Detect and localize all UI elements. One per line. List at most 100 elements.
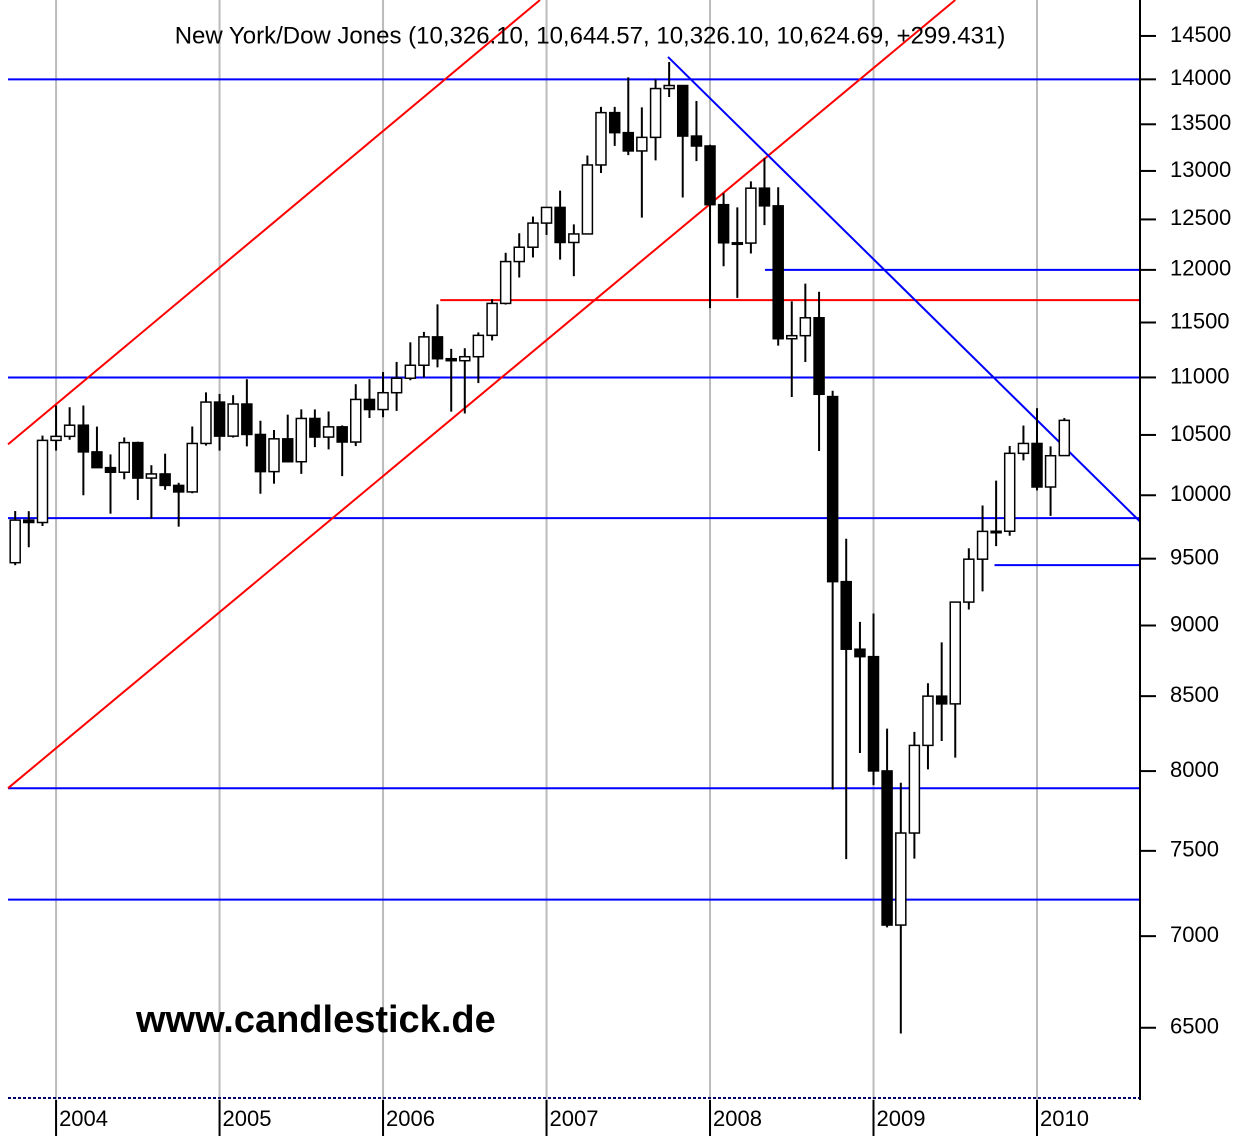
candle-body <box>786 334 798 340</box>
candle-body <box>676 84 689 137</box>
candle-body <box>772 205 784 340</box>
candle-body <box>227 403 239 437</box>
candle-body <box>527 222 539 248</box>
candle-body <box>118 441 130 473</box>
candle-body <box>63 424 76 438</box>
candle-body <box>322 426 335 438</box>
candle-body <box>390 377 403 394</box>
y-tick-label: 9000 <box>1170 611 1219 636</box>
watermark: www.candlestick.de <box>135 999 496 1041</box>
candle-body <box>922 695 934 747</box>
candle-body <box>663 84 675 90</box>
candle-body <box>554 206 566 244</box>
candle-body <box>377 391 389 411</box>
candle-body <box>881 770 893 926</box>
y-tick-label: 7500 <box>1170 837 1219 862</box>
candle-body <box>200 401 212 445</box>
candle-body <box>309 417 321 438</box>
candle-body <box>867 655 880 772</box>
line-layer <box>7 0 1141 901</box>
y-tick-label: 10000 <box>1170 481 1231 506</box>
candle-body <box>145 473 158 479</box>
candle-body <box>854 648 866 658</box>
candle-body <box>213 401 226 437</box>
y-tick-label: 14000 <box>1170 65 1231 90</box>
candle-body <box>459 355 471 362</box>
candle-body <box>254 433 267 473</box>
candle-body <box>77 424 90 453</box>
candle-body <box>976 530 989 560</box>
candle-body <box>50 435 62 442</box>
y-tick-label: 6500 <box>1170 1014 1219 1039</box>
candle-body <box>23 519 35 524</box>
y-tick-label: 7000 <box>1170 922 1219 947</box>
y-tick-label: 12000 <box>1170 256 1231 281</box>
y-tick-label: 12500 <box>1170 205 1231 230</box>
candle-body <box>840 580 852 650</box>
y-tick-label: 8000 <box>1170 757 1219 782</box>
candle-body <box>295 417 308 463</box>
candle-body <box>36 439 49 524</box>
candle-body <box>268 438 280 473</box>
candle-body <box>758 187 771 207</box>
candle-body <box>104 466 117 473</box>
candle-body <box>132 441 144 479</box>
candle-body <box>241 403 253 436</box>
candle-body <box>608 111 621 134</box>
x-tick-label: 2006 <box>386 1106 435 1131</box>
y-tick-label: 10500 <box>1170 421 1231 446</box>
y-tick-label: 13500 <box>1170 110 1231 135</box>
candle-body <box>172 484 185 493</box>
candle-body <box>1017 442 1030 455</box>
candle-body <box>540 206 553 224</box>
x-tick-label: 2009 <box>877 1106 926 1131</box>
x-tick-label: 2005 <box>223 1106 272 1131</box>
candle-body <box>581 164 594 235</box>
y-tick-label: 13000 <box>1170 157 1231 182</box>
x-tick-label: 2010 <box>1040 1106 1089 1131</box>
chart-title: New York/Dow Jones (10,326.10, 10,644.57… <box>175 22 1006 49</box>
candle-body <box>568 233 580 244</box>
candle-body <box>690 135 703 147</box>
y-tick-label: 14500 <box>1170 22 1231 47</box>
candle-body <box>704 145 716 206</box>
candle-body <box>363 398 376 411</box>
trend-line <box>7 0 956 789</box>
axis-layer: 2004 2005 2006 2007 2008 2009 2010 6500 7000 7500… <box>8 0 1231 1136</box>
candle-body <box>418 336 430 367</box>
candle-body <box>472 334 485 358</box>
candle-body <box>1044 454 1057 488</box>
candle-body <box>908 744 921 834</box>
candle-body <box>731 242 744 246</box>
candle-body <box>1003 452 1016 533</box>
candle-body <box>445 357 457 362</box>
candle-body <box>281 438 294 463</box>
candle-body <box>513 246 525 263</box>
candle-body <box>1031 442 1043 488</box>
candle-body <box>595 111 607 166</box>
candle-body <box>717 203 730 244</box>
candle-body <box>826 395 839 583</box>
x-tick-label: 2004 <box>59 1106 108 1131</box>
candle-body <box>499 260 512 305</box>
candle-body <box>486 302 498 337</box>
candle-body <box>431 336 444 360</box>
candle-body <box>404 364 417 379</box>
x-tick-label: 2008 <box>713 1106 762 1131</box>
y-tick-label: 11000 <box>1170 363 1230 388</box>
candle-body <box>91 451 103 469</box>
candle-body <box>636 136 648 152</box>
candle-body <box>649 87 662 139</box>
candle-body <box>799 317 812 337</box>
candle-body <box>895 832 907 926</box>
candle-body <box>186 442 199 493</box>
y-tick-label: 11500 <box>1170 308 1230 333</box>
trend-line <box>7 0 541 446</box>
candle-body <box>745 187 757 244</box>
y-tick-label: 8500 <box>1170 682 1219 707</box>
candle-body <box>990 530 1002 534</box>
candle-body <box>622 131 635 152</box>
